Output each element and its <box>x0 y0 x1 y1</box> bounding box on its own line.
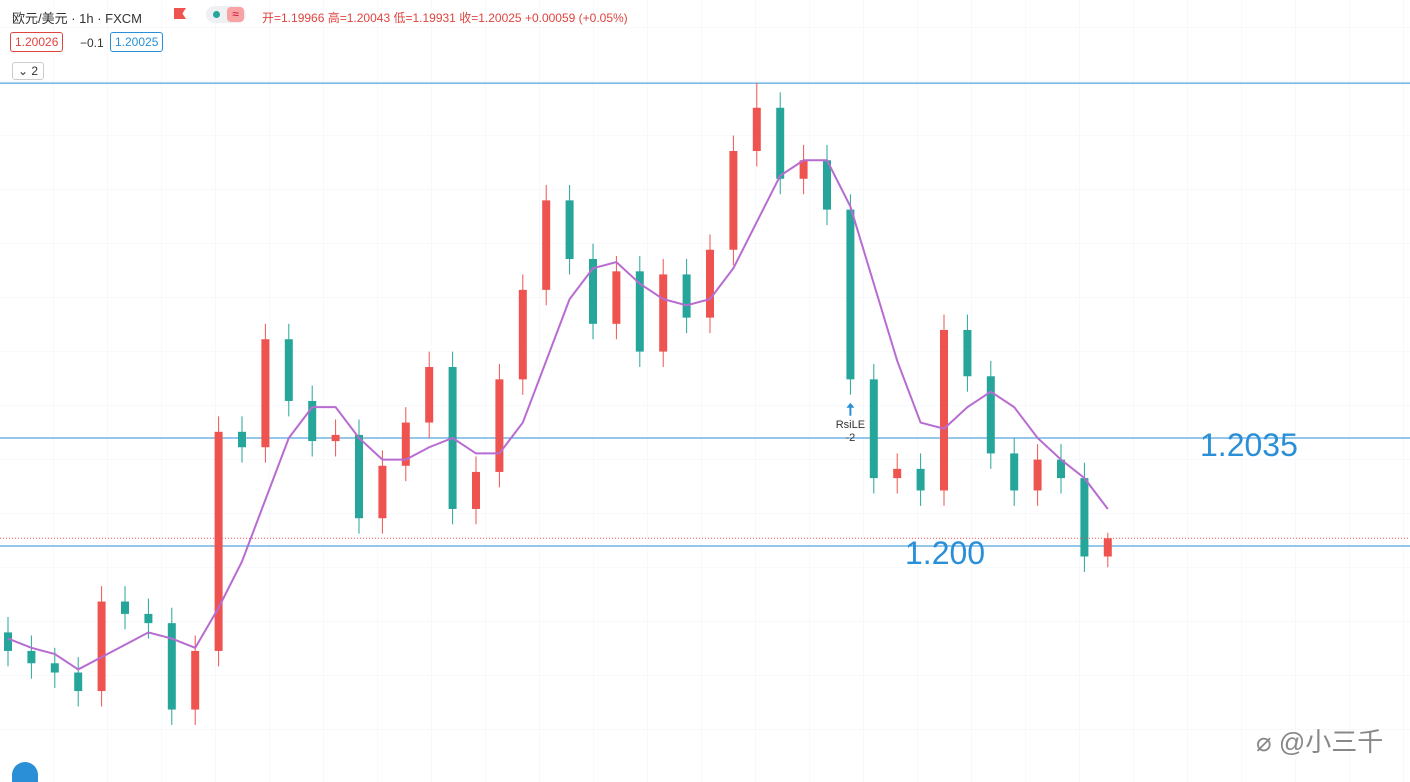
candle-body <box>378 465 387 519</box>
candle-body <box>191 650 200 710</box>
status-icon: ≈ <box>227 7 244 22</box>
candle-body <box>144 613 153 624</box>
candle-body <box>963 329 972 377</box>
level-label: 1.2035 <box>1200 427 1298 463</box>
flag[interactable] <box>174 8 186 19</box>
watermark-icon: ⌀ <box>1256 727 1279 757</box>
candle-body <box>1010 453 1019 491</box>
candle-body <box>401 422 410 466</box>
candle-body <box>635 271 644 352</box>
candle-body <box>27 650 36 664</box>
candle-body <box>50 663 59 673</box>
change: +0.00059 (+0.05%) <box>524 11 628 25</box>
candle-body <box>893 468 902 479</box>
moving-average <box>7 159 1109 671</box>
candle-body <box>284 339 293 401</box>
candle-body <box>261 339 270 448</box>
candle-body <box>74 672 83 692</box>
candle-body <box>869 379 878 479</box>
candle-body <box>238 431 246 448</box>
status-dot <box>213 11 220 18</box>
candle-body <box>986 376 995 454</box>
candle-body <box>167 623 176 710</box>
candle-body <box>425 367 434 423</box>
candle-body <box>1080 478 1089 557</box>
candle-body <box>659 274 668 352</box>
candle-body <box>823 160 831 210</box>
level-label: 1.200 <box>905 535 985 571</box>
close: 收=1.20025 <box>459 11 522 25</box>
candle-body <box>331 434 340 442</box>
candle-body <box>752 107 761 151</box>
candle-body <box>355 434 363 519</box>
indicator-count: 2 <box>31 64 39 78</box>
candle-body <box>308 400 317 442</box>
symbol: 欧元/美元 · 1h · FXCM <box>12 11 143 26</box>
low: 低=1.19931 <box>393 11 456 25</box>
logo[interactable] <box>12 762 38 782</box>
candle-body <box>4 632 12 651</box>
ask[interactable]: 1.20025 <box>110 32 164 52</box>
candle-body <box>612 271 621 324</box>
candle-body <box>846 209 855 380</box>
candle-body <box>589 259 597 324</box>
candle-body <box>776 107 785 179</box>
candle-body <box>97 601 106 692</box>
watermark: ⌀ @小三千 <box>1256 722 1383 759</box>
open: 开=1.19966 <box>262 11 325 25</box>
candle-body <box>121 601 129 614</box>
candle-body <box>542 200 551 290</box>
candle-body <box>214 431 223 651</box>
candle-body <box>1103 538 1112 557</box>
candle-body <box>518 289 527 380</box>
signal-arrow <box>846 402 855 416</box>
high: 高=1.20043 <box>327 11 391 25</box>
signal-qty: -2 <box>846 432 856 444</box>
indicator-toggle[interactable]: ⌄ 2 <box>12 62 45 80</box>
ohlc: 开=1.19966 高=1.20043 低=1.19931 收=1.20025 … <box>262 9 628 26</box>
candle-body <box>940 329 948 491</box>
candle-body <box>1033 459 1042 491</box>
candle-body <box>1057 459 1065 479</box>
spread: −0.1 <box>80 36 104 50</box>
watermark-text: @小三千 <box>1278 727 1384 757</box>
candle-body <box>565 200 574 260</box>
candle-body <box>729 150 738 250</box>
bid[interactable]: 1.20026 <box>10 32 64 52</box>
candle-body <box>706 249 714 318</box>
signal-name: RsiLE <box>836 419 865 431</box>
candle-body <box>916 468 925 491</box>
status-pill[interactable]: ≈ <box>206 6 246 23</box>
candle-body <box>495 379 504 472</box>
candle-body <box>799 160 808 179</box>
candle-body <box>682 274 691 318</box>
candle-body <box>472 471 480 509</box>
